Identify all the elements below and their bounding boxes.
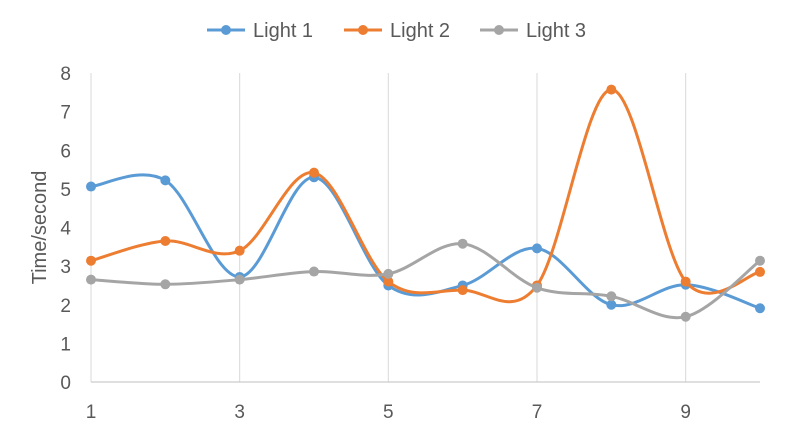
- data-point: [309, 167, 319, 178]
- data-point: [680, 311, 691, 322]
- y-tick-label: 3: [60, 257, 71, 278]
- legend: Light 1 Light 2 Light 3: [207, 20, 586, 42]
- data-point: [532, 282, 542, 293]
- data-point: [86, 255, 96, 266]
- data-point: [606, 299, 617, 310]
- series-light-3: [86, 238, 765, 322]
- data-point: [606, 84, 617, 95]
- x-tick-label: 7: [532, 402, 543, 423]
- y-tick-label: 4: [60, 219, 71, 240]
- data-point: [383, 268, 394, 279]
- y-tick-label: 6: [60, 141, 71, 162]
- x-tick-labels: 1 3 5 7 9: [86, 402, 691, 423]
- y-tick-label: 7: [60, 103, 71, 124]
- legend-marker: [221, 25, 231, 35]
- legend-item: Light 2: [344, 20, 450, 42]
- y-tick-label: 0: [60, 373, 71, 394]
- y-tick-label: 2: [60, 296, 71, 317]
- data-point: [160, 279, 171, 290]
- data-point: [160, 175, 171, 186]
- legend-label: Light 3: [526, 20, 586, 42]
- x-tick-label: 5: [383, 402, 394, 423]
- legend-item: Light 1: [207, 20, 313, 42]
- legend-marker: [494, 25, 504, 35]
- gridlines: [90, 73, 687, 382]
- data-point: [606, 291, 617, 302]
- data-point: [532, 243, 542, 254]
- series-light-2: [86, 84, 765, 304]
- data-point: [86, 181, 96, 192]
- y-tick-label: 5: [60, 180, 71, 201]
- y-tick-label: 1: [60, 334, 71, 355]
- data-point: [680, 276, 691, 287]
- data-point: [457, 238, 468, 249]
- legend-label: Light 2: [390, 20, 450, 42]
- series-line: [90, 242, 761, 320]
- y-axis-title: Time/second: [29, 171, 51, 285]
- data-point: [160, 236, 171, 247]
- data-point: [755, 266, 765, 277]
- series-line: [90, 173, 761, 310]
- y-tick-labels: 0 1 2 3 4 5 6 7 8: [60, 64, 71, 394]
- x-tick-label: 1: [86, 402, 97, 423]
- data-point: [86, 274, 96, 285]
- y-tick-label: 8: [60, 64, 71, 85]
- legend-item: Light 3: [480, 20, 586, 42]
- data-point: [755, 255, 765, 266]
- series-line: [90, 88, 761, 304]
- data-point: [234, 245, 245, 256]
- data-point: [383, 276, 394, 287]
- data-point: [755, 303, 765, 314]
- x-tick-label: 9: [680, 402, 691, 423]
- legend-label: Light 1: [253, 20, 313, 42]
- legend-marker: [358, 25, 368, 35]
- series-group: [86, 84, 765, 322]
- data-point: [309, 266, 319, 277]
- x-tick-label: 3: [234, 402, 245, 423]
- data-point: [234, 274, 245, 285]
- data-point: [457, 285, 468, 296]
